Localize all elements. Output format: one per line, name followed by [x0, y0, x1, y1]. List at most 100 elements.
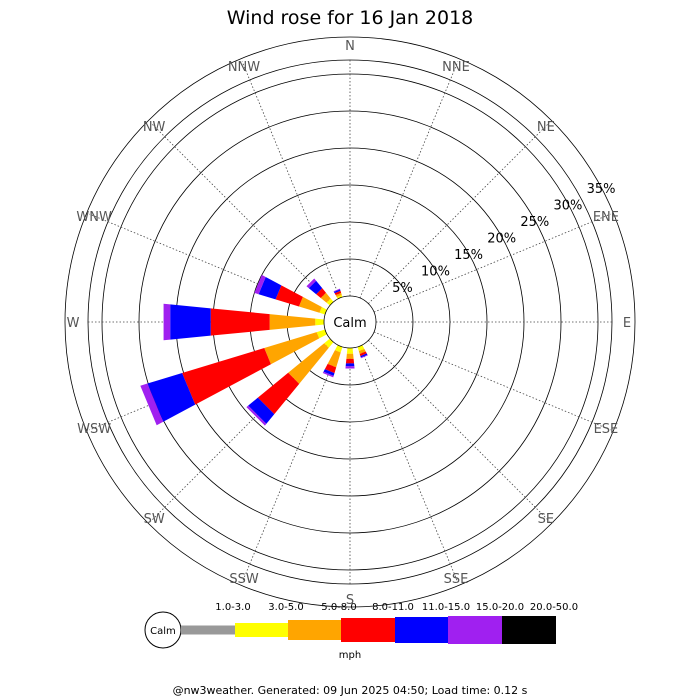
- petal-nw-bin-3: [316, 288, 326, 298]
- legend-swatch-2: [288, 620, 341, 640]
- calm-circle: Calm: [323, 295, 377, 349]
- direction-label-nnw: NNW: [228, 60, 260, 75]
- petal-nw-bin-4: [308, 280, 323, 295]
- grid-spoke: [241, 61, 341, 299]
- petal-wsw-bin-5: [140, 383, 164, 426]
- ring-label-30: 30%: [553, 198, 582, 213]
- petal-ssw-bin-5: [322, 371, 334, 378]
- petal-wsw-bin-3: [182, 348, 271, 405]
- petal-sse-bin-4: [360, 353, 368, 358]
- direction-label-wnw: WNW: [76, 210, 112, 225]
- direction-label-e: E: [623, 316, 631, 331]
- petal-sw-bin-2: [288, 343, 329, 384]
- chart-title: Wind rose for 16 Jan 2018: [227, 7, 474, 29]
- legend-range-label-2: 5.0-8.0: [321, 602, 356, 613]
- petal-nw-bin-1: [326, 298, 334, 306]
- petal-wsw-bin-2: [264, 332, 320, 365]
- legend-unit-label: mph: [339, 650, 361, 661]
- legend-range-label-1: 3.0-5.0: [268, 602, 303, 613]
- petal-sw-bin-5: [246, 405, 267, 426]
- direction-label-ene: ENE: [593, 210, 619, 225]
- petal-s-bin-5: [345, 366, 355, 369]
- grid-spoke: [373, 213, 611, 313]
- direction-label-se: SE: [538, 512, 554, 527]
- petal-nnw-bin-4: [333, 289, 341, 294]
- ring-label-35: 35%: [587, 182, 616, 197]
- petal-nw-bin-5: [306, 278, 317, 289]
- grid-ring: [138, 110, 562, 534]
- legend-swatch-6: [502, 616, 556, 644]
- direction-label-nne: NNE: [442, 60, 470, 75]
- ring-label-15: 15%: [454, 248, 483, 263]
- wind-petals: [140, 274, 368, 426]
- petal-sw-bin-3: [257, 372, 300, 415]
- direction-label-ne: NE: [537, 120, 555, 135]
- petal-wsw-bin-1: [316, 329, 328, 339]
- legend-range-label-5: 15.0-20.0: [476, 602, 524, 613]
- petal-s-bin-3: [345, 358, 355, 364]
- petal-nw-bin-2: [320, 292, 331, 303]
- petal-wsw-bin-4: [147, 373, 196, 422]
- legend-range-label-3: 8.0-11.0: [372, 602, 414, 613]
- grid-spoke: [373, 331, 611, 431]
- petal-wnw-bin-3: [275, 285, 303, 307]
- calm-center: [323, 295, 377, 349]
- direction-label-sw: SW: [144, 512, 165, 527]
- grid-spoke: [368, 122, 550, 304]
- petal-ssw-bin-1: [334, 344, 343, 353]
- ring-label-25: 25%: [520, 215, 549, 230]
- legend-range-label-4: 11.0-15.0: [422, 602, 470, 613]
- ring-label-20: 20%: [487, 231, 516, 246]
- direction-label-sse: SSE: [444, 572, 469, 587]
- petal-ssw-bin-2: [327, 350, 341, 368]
- direction-label-nw: NW: [143, 120, 166, 135]
- direction-label-wsw: WSW: [77, 422, 111, 437]
- direction-label-s: S: [346, 593, 354, 608]
- grid-spoke: [359, 61, 459, 299]
- legend-swatch-4: [395, 617, 448, 643]
- petal-sse-bin-3: [359, 351, 367, 357]
- legend-swatch-1: [235, 623, 288, 637]
- direction-labels: N NNE NE ENE E ESE SE SSE S SSW SW WSW W WNW NW NNW: [67, 39, 632, 608]
- petal-wnw-bin-4: [258, 276, 282, 300]
- direction-label-ssw: SSW: [229, 572, 259, 587]
- petal-w-bin-1: [315, 318, 325, 326]
- grid-spoke: [241, 345, 341, 583]
- ring-label-5: 5%: [392, 281, 413, 296]
- direction-label-n: N: [345, 39, 355, 54]
- petal-w-bin-2: [269, 314, 316, 330]
- legend-swatch-5: [448, 616, 502, 644]
- petal-s-bin-4: [345, 363, 355, 367]
- grid-spoke: [359, 345, 459, 583]
- footer-text: @nw3weather. Generated: 09 Jun 2025 04:5…: [173, 684, 528, 697]
- ring-label-10: 10%: [421, 264, 450, 279]
- grid-spoke: [368, 340, 550, 522]
- direction-label-w: W: [67, 316, 80, 331]
- petal-sse-bin-5: [360, 354, 368, 359]
- direction-label-ese: ESE: [594, 422, 619, 437]
- petal-nnw-bin-2: [335, 292, 342, 298]
- petal-sse-bin-2: [358, 348, 366, 354]
- petal-sw-bin-1: [324, 338, 334, 348]
- petal-wnw-bin-2: [298, 296, 322, 313]
- petal-nnw-bin-3: [334, 290, 342, 296]
- petal-ssw-bin-3: [324, 363, 337, 374]
- legend-range-label-6: 20.0-50.0: [530, 602, 578, 613]
- petal-w-bin-4: [170, 304, 211, 340]
- petal-s-bin-2: [346, 353, 354, 359]
- calm-label: Calm: [333, 316, 366, 331]
- petal-wnw-bin-1: [319, 306, 328, 315]
- petal-nnw-bin-5: [333, 288, 341, 292]
- ring-labels: 5% 10% 15% 20% 25% 30% 35%: [392, 182, 615, 296]
- petal-nnw-bin-1: [336, 294, 343, 300]
- legend: Calm 1.0-3.0 3.0-5.0 5.0-8.0 8.0-11.0 11.0-15…: [144, 602, 578, 661]
- petal-ssw-bin-4: [323, 369, 335, 376]
- grid-spoke: [150, 122, 332, 304]
- petal-w-bin-5: [163, 303, 171, 341]
- legend-range-label-0: 1.0-3.0: [215, 602, 250, 613]
- petal-sw-bin-4: [248, 397, 275, 424]
- legend-swatch-0: [181, 625, 235, 635]
- petal-s-bin-1: [346, 347, 354, 354]
- legend-calm-label: Calm: [150, 626, 176, 637]
